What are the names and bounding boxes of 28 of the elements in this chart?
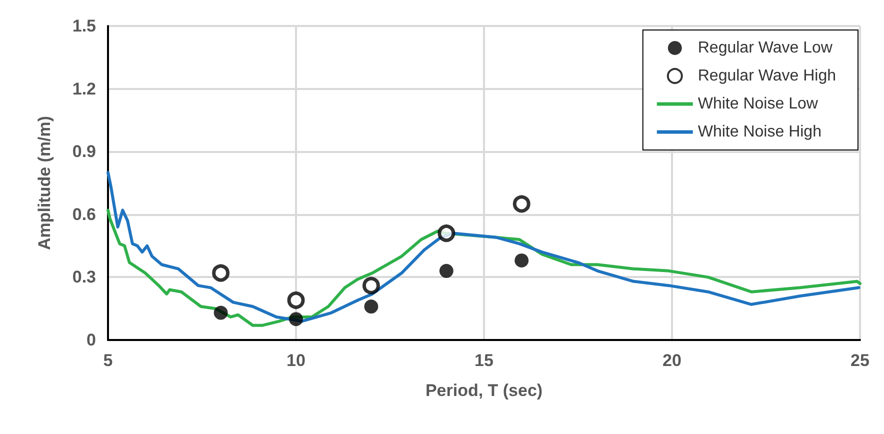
point [364, 300, 378, 314]
point [512, 195, 530, 213]
y-tick-label: 1.5 [72, 16, 96, 36]
x-tick-label: 25 [850, 351, 870, 370]
y-tick-label: 0.3 [72, 268, 96, 287]
legend-label: Regular Wave Low [698, 40, 833, 56]
y-tick-label: 0.9 [72, 142, 96, 162]
x-tick-label: 15 [474, 351, 494, 370]
line-series [106, 208, 862, 327]
legend-label: White Noise Low [698, 96, 818, 112]
point [362, 276, 380, 294]
legend-label: White Noise High [698, 124, 822, 140]
legend-label: Regular Wave High [698, 68, 836, 84]
y-tick-label: 0.6 [72, 204, 96, 224]
point [289, 312, 303, 326]
y-tick-label: 0 [86, 330, 96, 350]
point [287, 291, 305, 309]
point [438, 224, 456, 242]
point [514, 253, 529, 268]
x-tick-label: 5 [103, 351, 113, 370]
y-tick-label: 1.2 [72, 79, 96, 98]
x-axis-title: Period, T (sec) [425, 381, 543, 400]
x-tick-label: 10 [286, 351, 306, 370]
x-tick-label: 20 [662, 351, 682, 370]
y-axis-title: Amplitude (m/m) [35, 116, 54, 250]
point [212, 264, 230, 282]
point [214, 306, 228, 320]
point [439, 264, 454, 278]
